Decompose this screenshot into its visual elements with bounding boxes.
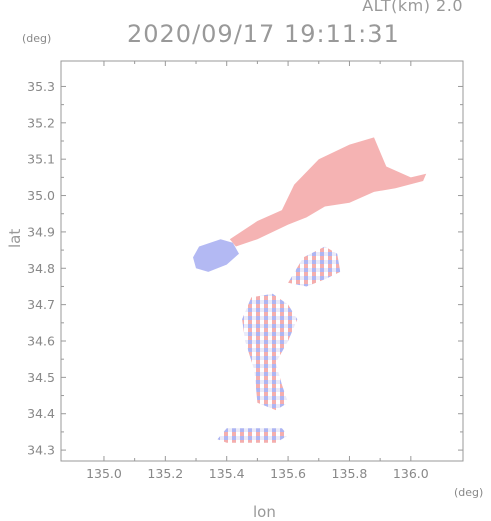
x-tick-label: 135.4 xyxy=(209,466,245,481)
x-axis-unit: (deg) xyxy=(454,486,484,499)
y-tick-label: 34.6 xyxy=(27,334,55,349)
y-tick-label: 34.7 xyxy=(27,297,55,312)
plot-frame xyxy=(60,60,464,462)
y-tick-label: 35.1 xyxy=(27,152,55,167)
region-south-strip xyxy=(217,428,289,443)
x-tick-label: 136.0 xyxy=(393,466,429,481)
y-tick-label: 35.2 xyxy=(27,115,55,130)
y-tick-label: 34.8 xyxy=(27,261,55,276)
y-axis-unit: (deg) xyxy=(22,32,52,45)
y-tick-label: 34.3 xyxy=(27,443,55,458)
altitude-label: ALT(km) 2.0 xyxy=(362,0,463,15)
y-tick-label: 34.5 xyxy=(27,370,55,385)
axis-ticks: 34.3 34.4 34.5 34.6 34.7 34.8 34.9 35.0 35.1 35.2… xyxy=(27,61,463,481)
x-tick-label: 135.6 xyxy=(270,466,306,481)
x-tick-label: 135.0 xyxy=(86,466,122,481)
region-east-cluster xyxy=(288,246,341,287)
datetime-title: 2020/09/17 19:11:31 xyxy=(127,20,400,48)
x-tick-label: 135.8 xyxy=(332,466,368,481)
data-layer xyxy=(193,137,427,443)
region-south-body xyxy=(242,293,298,411)
y-tick-label: 35.3 xyxy=(27,79,55,94)
x-tick-label: 135.2 xyxy=(147,466,183,481)
y-tick-label: 35.0 xyxy=(27,188,55,203)
y-tick-label: 34.9 xyxy=(27,224,55,239)
y-tick-label: 34.4 xyxy=(27,406,55,421)
region-blue-patch xyxy=(193,239,239,272)
x-axis-label: lon xyxy=(253,503,276,521)
region-pink-band xyxy=(229,137,427,247)
